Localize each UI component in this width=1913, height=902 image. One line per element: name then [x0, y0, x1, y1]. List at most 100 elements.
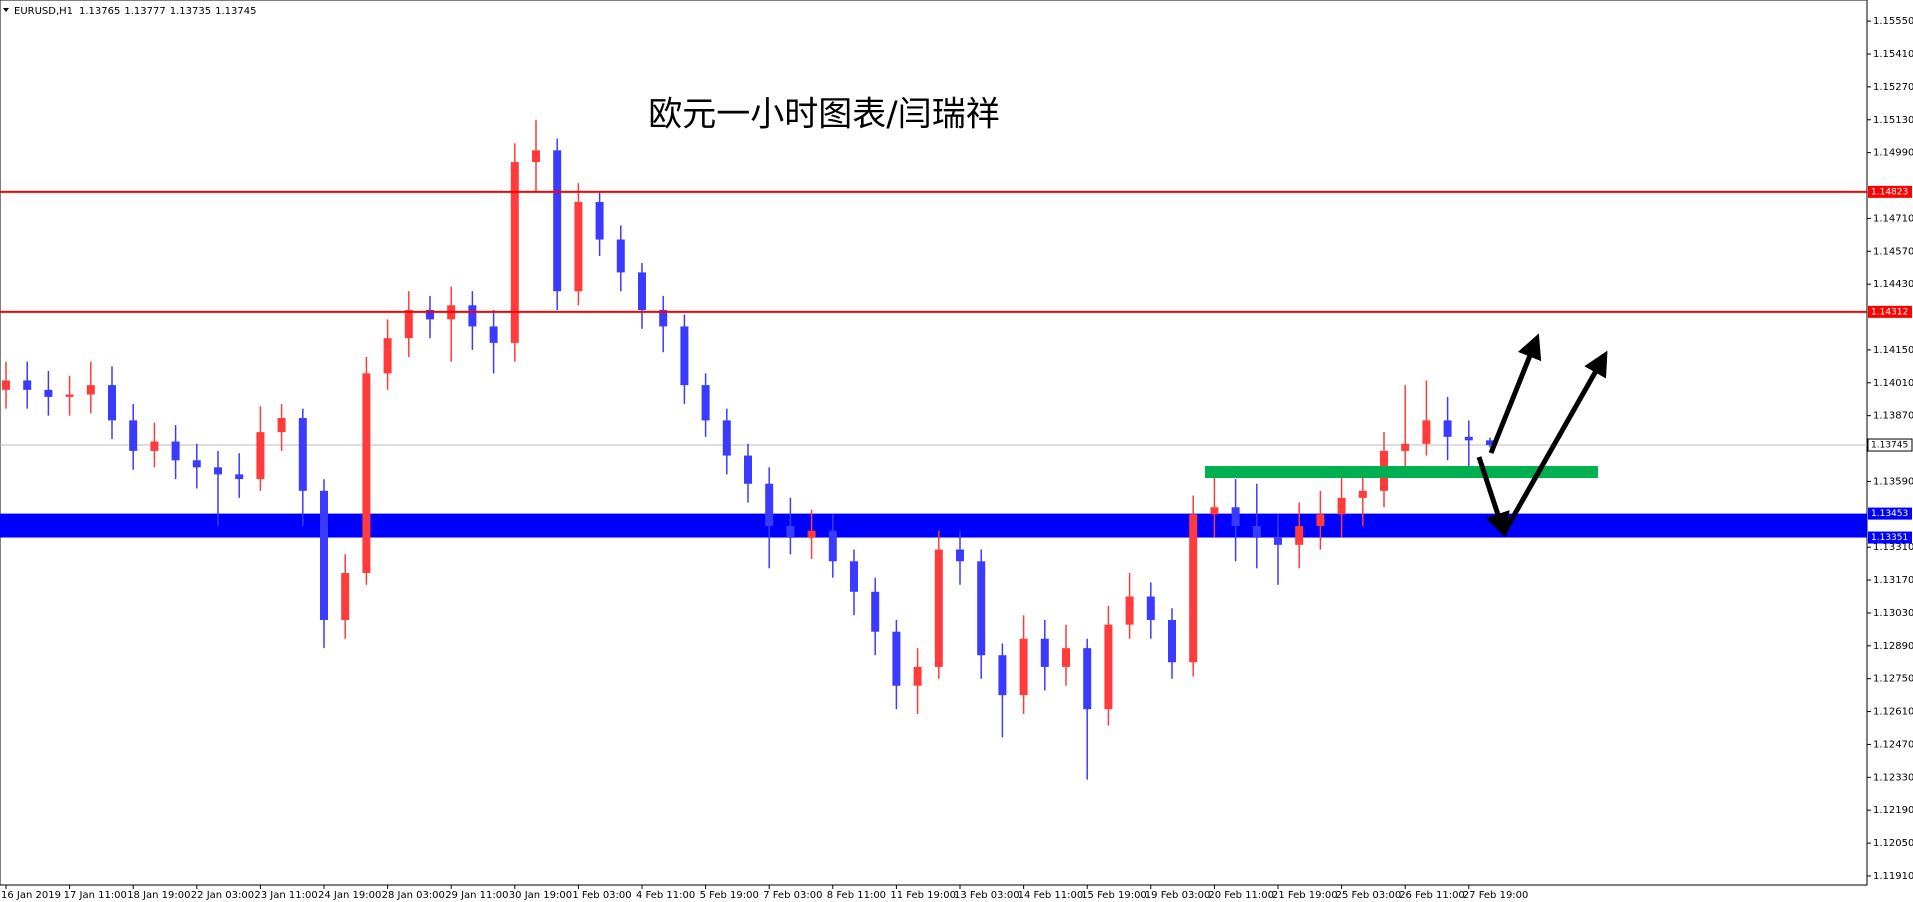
candle-body [574, 201, 583, 292]
y-tick-label: 1.14010 [1873, 378, 1913, 389]
y-tick-label: 1.12750 [1873, 674, 1913, 685]
candle-body [426, 309, 434, 320]
candle-body [108, 385, 116, 421]
candle-body [1252, 526, 1261, 538]
y-tick-label: 1.14710 [1873, 213, 1913, 224]
zone-label-bg [1868, 507, 1912, 520]
candle-body [383, 338, 392, 374]
candle-body [977, 561, 986, 656]
candle-body [850, 561, 858, 592]
header-high: 1.13777 [124, 6, 165, 17]
x-tick-label: 26 Feb 11:00 [1399, 890, 1465, 901]
candle-body [404, 309, 413, 339]
candle-body [1295, 526, 1304, 545]
candle-body [510, 162, 519, 343]
candle-body [701, 385, 710, 421]
header-open: 1.13765 [79, 6, 120, 17]
candle-body [765, 483, 774, 527]
candle-body [1125, 596, 1134, 625]
candle-body [65, 394, 74, 397]
x-tick-label: 5 Feb 19:00 [700, 890, 759, 901]
candle-body [150, 441, 159, 451]
level-label-bg [1868, 185, 1912, 198]
x-tick-label: 25 Feb 03:00 [1336, 890, 1402, 901]
candle-body [1464, 436, 1473, 441]
candle-body [1083, 648, 1092, 710]
y-tick-label: 1.13870 [1873, 411, 1913, 422]
arrow-down [1476, 456, 1510, 538]
y-tick-label: 1.12050 [1873, 838, 1913, 849]
x-tick-label: 23 Jan 11:00 [254, 890, 317, 901]
candle-body [913, 666, 922, 686]
y-tick-label: 1.15410 [1873, 49, 1913, 60]
level-label: 1.14823 [1871, 187, 1908, 197]
candle-body [1210, 507, 1219, 515]
candle-body [638, 272, 646, 310]
x-tick-label: 17 Jan 11:00 [64, 890, 127, 901]
x-tick-label: 7 Feb 03:00 [763, 890, 822, 901]
y-tick-label: 1.14430 [1873, 279, 1913, 290]
candle-body [171, 441, 180, 461]
x-tick-label: 16 Jan 2019 [1, 890, 61, 901]
menu-triangle [3, 8, 9, 12]
candle-body [680, 326, 689, 386]
candle-body [341, 573, 350, 620]
candle-body [659, 309, 668, 327]
candle-body [214, 467, 222, 475]
candle-body [1231, 507, 1240, 527]
y-tick-label: 1.15270 [1873, 82, 1913, 93]
x-tick-label: 21 Feb 19:00 [1272, 890, 1338, 901]
zone-label: 1.13453 [1871, 509, 1908, 519]
candle-body [1168, 619, 1176, 663]
candle-body [1040, 638, 1049, 667]
candle-body [828, 530, 837, 562]
candle-body [1062, 648, 1070, 667]
y-tick-label: 1.15130 [1873, 115, 1913, 126]
candle-body [1337, 497, 1346, 515]
candle-body [362, 373, 371, 574]
candle-body [1443, 420, 1452, 437]
x-tick-label: 8 Feb 11:00 [827, 890, 886, 901]
candle-body [553, 150, 562, 292]
zone-label-bg [1868, 531, 1912, 544]
candle-body [23, 380, 32, 390]
support-bar [1205, 466, 1598, 479]
candle-body [44, 389, 53, 397]
y-tick-label: 1.14570 [1873, 246, 1913, 257]
candle-body [1189, 514, 1198, 663]
x-tick-label: 30 Jan 19:00 [509, 890, 572, 901]
x-tick-label: 1 Feb 03:00 [572, 890, 631, 901]
candle-body [1316, 514, 1325, 527]
candle-body [1146, 596, 1155, 620]
candle-body [277, 418, 286, 433]
x-tick-label: 4 Feb 11:00 [636, 890, 695, 901]
candle-body [489, 326, 498, 343]
candle-body [256, 432, 265, 480]
x-tick-label: 11 Feb 19:00 [890, 890, 956, 901]
x-tick-label: 22 Jan 03:00 [191, 890, 254, 901]
candle-body [1104, 624, 1113, 710]
candle-body [616, 239, 625, 273]
y-tick-label: 1.13590 [1873, 476, 1913, 487]
x-tick-label: 29 Jan 11:00 [445, 890, 508, 901]
candle-body [298, 418, 307, 491]
price-label-bg [1867, 438, 1913, 452]
candle-body [722, 420, 731, 456]
candle-body [892, 631, 901, 686]
candle-body [956, 549, 964, 562]
y-tick-label: 1.12190 [1873, 805, 1913, 816]
arrow-up [1501, 350, 1608, 535]
y-tick-label: 1.12890 [1873, 641, 1913, 652]
candle-body [595, 201, 604, 240]
x-tick-label: 14 Feb 11:00 [1018, 890, 1084, 901]
candle-body [86, 385, 95, 395]
candle-body [786, 526, 795, 538]
header: EURUSD,H1 1.13765 1.13777 1.13735 1.13745 [14, 6, 256, 17]
y-tick-label: 1.14150 [1873, 345, 1913, 356]
y-tick-label: 1.11910 [1873, 871, 1913, 882]
candle-body [468, 305, 477, 327]
zone-label: 1.13351 [1871, 533, 1908, 543]
arrow-up [1488, 333, 1542, 454]
candle-body [1422, 420, 1431, 444]
